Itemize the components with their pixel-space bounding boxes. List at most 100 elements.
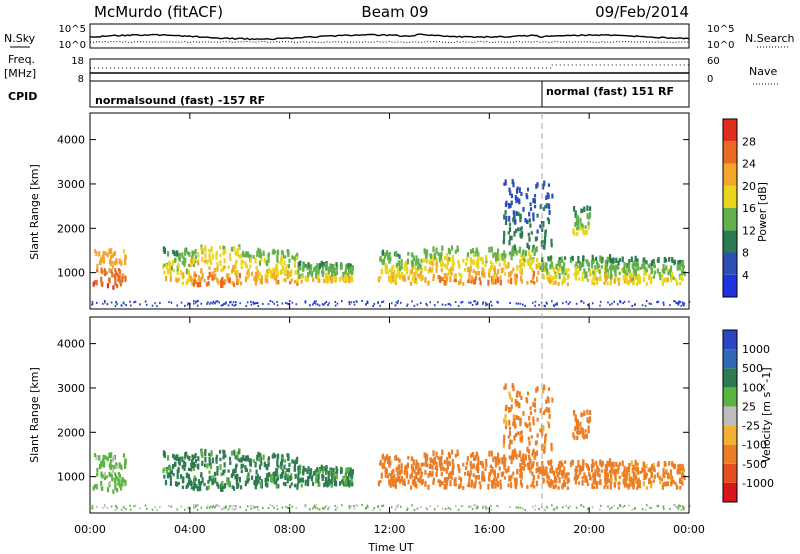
velocity-cell (334, 508, 337, 511)
velocity-cell (510, 459, 513, 465)
velocity-cell (197, 479, 201, 485)
power-cell (538, 304, 540, 306)
x-tick-label: 08:00 (274, 523, 306, 536)
velocity-cell (250, 507, 253, 510)
colorbar-tick-label: 24 (742, 158, 756, 171)
velocity-cell (536, 461, 539, 467)
power-cell (622, 275, 625, 281)
velocity-cell (256, 454, 259, 461)
x-tick-label: 00:00 (673, 523, 705, 536)
velocity-cell (227, 469, 230, 473)
velocity-cell (576, 419, 579, 425)
power-cell (276, 301, 278, 303)
power-cell (237, 278, 240, 284)
power-cell (244, 261, 247, 265)
velocity-cell (437, 456, 440, 460)
power-cell (184, 248, 187, 254)
power-cell (490, 246, 493, 253)
velocity-cell (424, 456, 428, 463)
velocity-cell (486, 507, 489, 510)
velocity-cell (592, 462, 595, 467)
power-cell (503, 214, 506, 220)
velocity-cell (366, 504, 369, 507)
power-cell (118, 274, 121, 281)
velocity-cell (195, 484, 198, 489)
power-cell (493, 252, 496, 256)
power-cell (595, 277, 599, 281)
velocity-cell (532, 419, 535, 426)
power-cell (510, 278, 513, 285)
power-cell (293, 260, 296, 267)
velocity-cell (390, 506, 393, 509)
power-cell (397, 253, 400, 257)
velocity-cell (513, 477, 517, 483)
power-cell (191, 254, 194, 260)
power-cell (207, 301, 209, 304)
velocity-cell (621, 460, 624, 467)
velocity-cell (198, 483, 201, 488)
velocity-cell (628, 463, 631, 469)
power-cell (458, 264, 461, 269)
velocity-cell (286, 473, 289, 478)
power-cell (341, 300, 343, 303)
power-cell (255, 302, 258, 305)
power-cell (415, 260, 418, 266)
velocity-cell (215, 454, 218, 460)
velocity-cell (323, 482, 326, 488)
velocity-cell (467, 470, 470, 477)
power-cell (388, 268, 391, 273)
power-cell (224, 279, 227, 284)
colorbar-tick-label: -25 (742, 420, 760, 433)
colorbar-frame (722, 329, 738, 503)
velocity-cell (341, 479, 344, 484)
velocity-cell (379, 480, 382, 484)
power-cell (581, 223, 584, 229)
velocity-cell (93, 453, 97, 457)
velocity-cell (235, 505, 237, 508)
velocity-cell (470, 463, 473, 470)
power-cell (471, 248, 475, 254)
velocity-cell (515, 506, 518, 509)
power-cell (642, 277, 645, 283)
velocity-cell (166, 472, 169, 479)
power-cell (164, 275, 168, 282)
power-cell (670, 271, 674, 275)
velocity-cell (535, 480, 539, 487)
power-cell (177, 277, 180, 282)
y-tick-label: 1000 (57, 471, 85, 484)
power-cell (613, 277, 616, 284)
power-cell (123, 302, 125, 305)
velocity-cell (325, 505, 328, 507)
power-cell (347, 273, 350, 278)
velocity-cell (300, 483, 303, 488)
velocity-cell (327, 473, 330, 479)
power-cell (395, 273, 398, 279)
velocity-cell (269, 476, 273, 483)
power-cell (366, 300, 369, 303)
power-cell (421, 275, 424, 281)
velocity-cell (536, 386, 539, 392)
power-cell (554, 273, 557, 280)
power-cell (434, 253, 437, 260)
power-cell (542, 264, 545, 269)
velocity-cell (521, 466, 524, 471)
power-cell (211, 274, 214, 281)
power-cell (112, 285, 115, 290)
velocity-cell (510, 404, 513, 410)
power-cell (188, 252, 191, 257)
velocity-cell (297, 473, 300, 480)
velocity-cell (348, 505, 351, 507)
power-cell (406, 258, 409, 265)
velocity-cell (112, 489, 115, 494)
velocity-cell (415, 475, 418, 480)
colorbar-tick-label: 4 (742, 269, 749, 282)
velocity-cell (603, 485, 606, 489)
velocity-cell (400, 465, 403, 469)
power-cell (194, 255, 197, 259)
velocity-cell (420, 462, 423, 467)
velocity-cell (400, 476, 403, 483)
power-cell (388, 275, 392, 281)
velocity-cell (575, 465, 578, 472)
velocity-cell (321, 474, 324, 478)
velocity-cell (485, 462, 488, 468)
